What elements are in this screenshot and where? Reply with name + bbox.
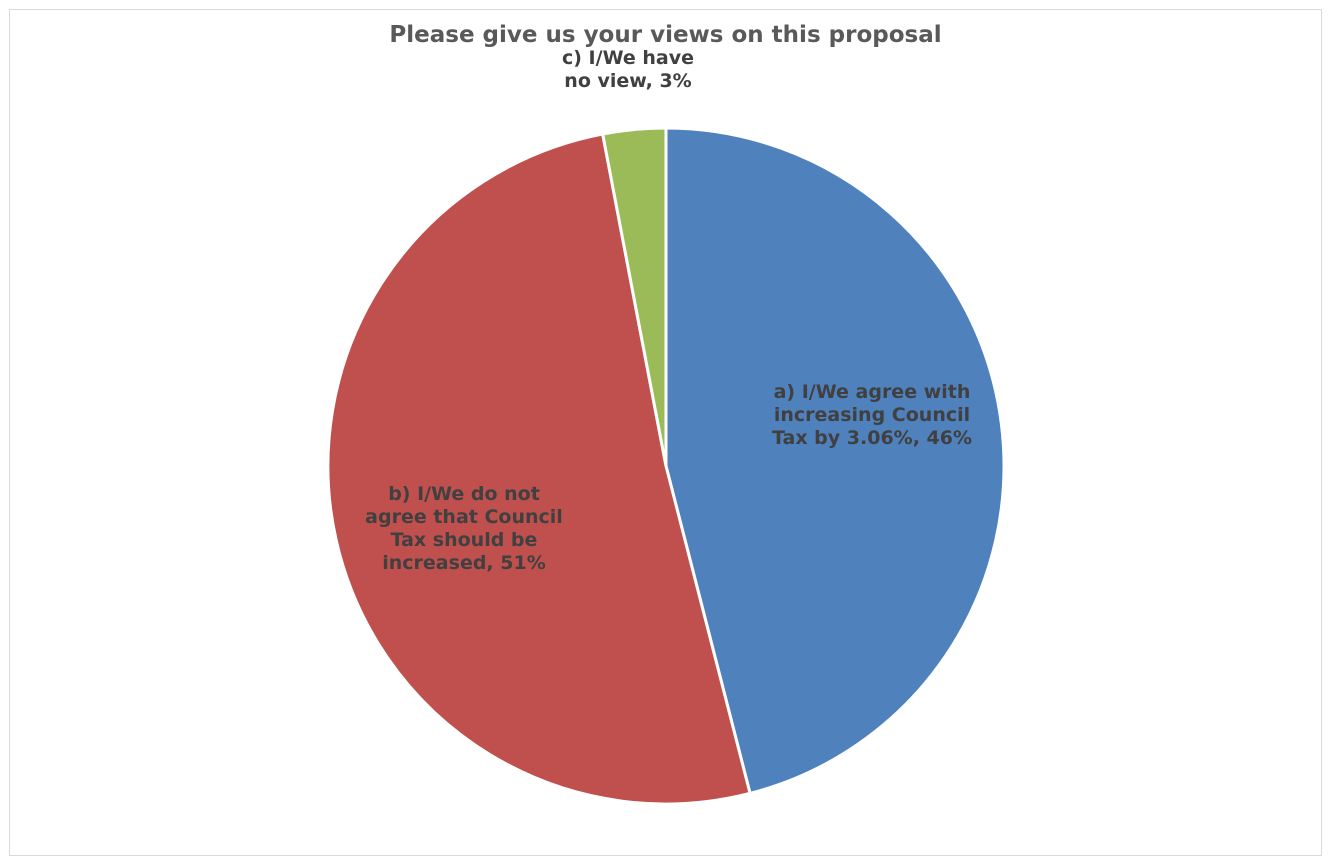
data-label-line: agree that Council	[365, 506, 563, 528]
pie-slice-c	[601, 126, 668, 468]
data-label-c: c) I/We have no view, 3%	[562, 47, 694, 92]
data-label-line: increased, 51%	[382, 552, 546, 574]
pie-slice-b	[326, 132, 752, 806]
pie-slice-a	[664, 126, 1006, 795]
data-label-a: a) I/We agree with increasing Council Tax …	[772, 381, 972, 449]
data-label-line: increasing Council	[774, 404, 970, 426]
data-label-line: a) I/We agree with	[774, 381, 971, 403]
chart-title: Please give us your views on this propos…	[389, 22, 942, 48]
data-label-line: Tax should be	[391, 529, 538, 551]
data-label-b: b) I/We do not agree that Council Tax shou…	[365, 483, 563, 574]
data-label-line: Tax by 3.06%, 46%	[772, 427, 972, 449]
data-label-line: c) I/We have	[562, 47, 694, 69]
data-label-line: b) I/We do not	[388, 483, 540, 505]
data-label-line: no view, 3%	[564, 70, 691, 92]
